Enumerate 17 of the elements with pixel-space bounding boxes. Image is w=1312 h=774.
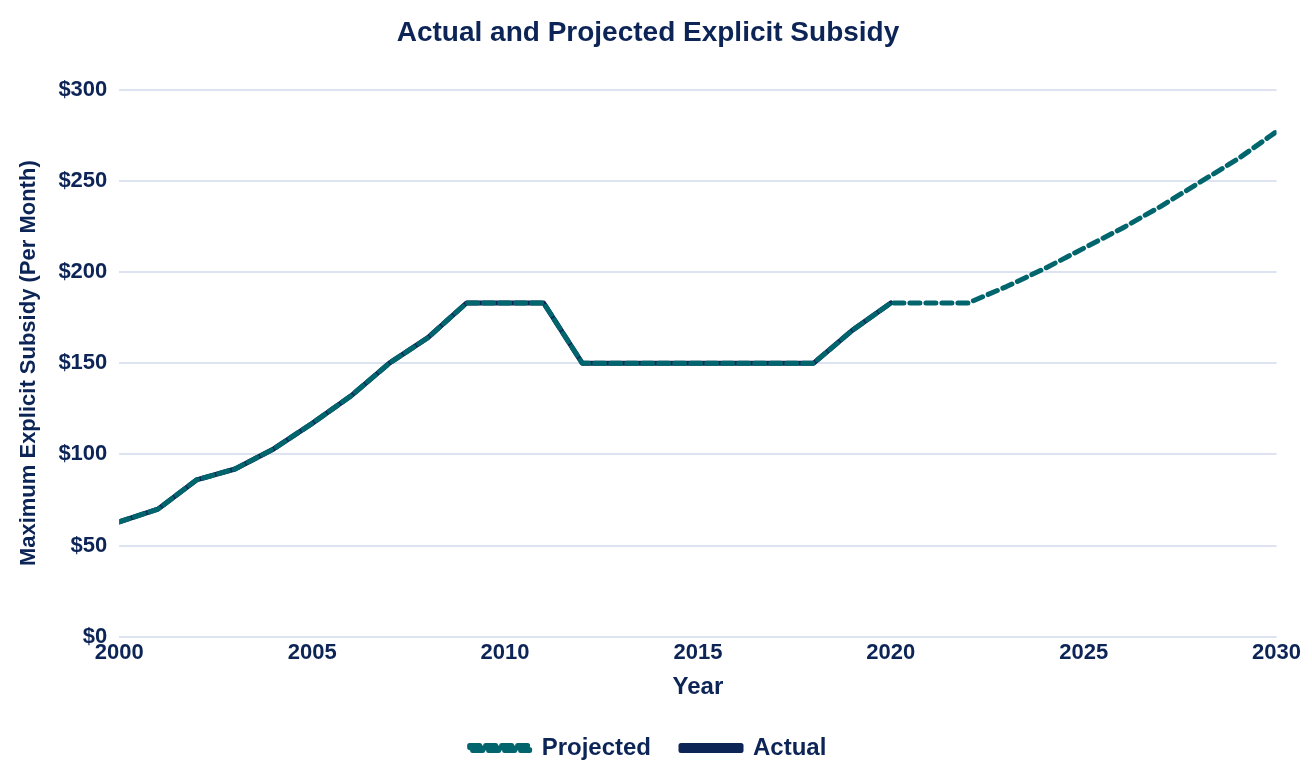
x-axis-title: Year	[672, 672, 724, 700]
x-tick-label: 2030	[1252, 639, 1302, 665]
x-tick-label: 2005	[287, 639, 337, 665]
y-tick-label: $200	[58, 258, 108, 284]
x-tick-label: 2010	[480, 639, 530, 665]
y-tick-label: $100	[58, 440, 108, 466]
y-tick-label: $250	[58, 166, 108, 192]
x-tick-label: 2025	[1059, 639, 1109, 665]
x-tick-label: 2020	[866, 639, 916, 665]
chart-title: Actual and Projected Explicit Subsidy	[396, 15, 900, 47]
y-tick-label: $150	[58, 349, 108, 375]
x-tick-label: 2015	[673, 639, 723, 665]
legend-label: Actual	[753, 732, 827, 760]
y-tick-label: $300	[58, 75, 108, 101]
y-axis-title: Maximum Explicit Subsidy (Per Month)	[15, 160, 41, 567]
y-tick-label: $50	[70, 531, 108, 557]
legend-label: Projected	[541, 732, 652, 760]
